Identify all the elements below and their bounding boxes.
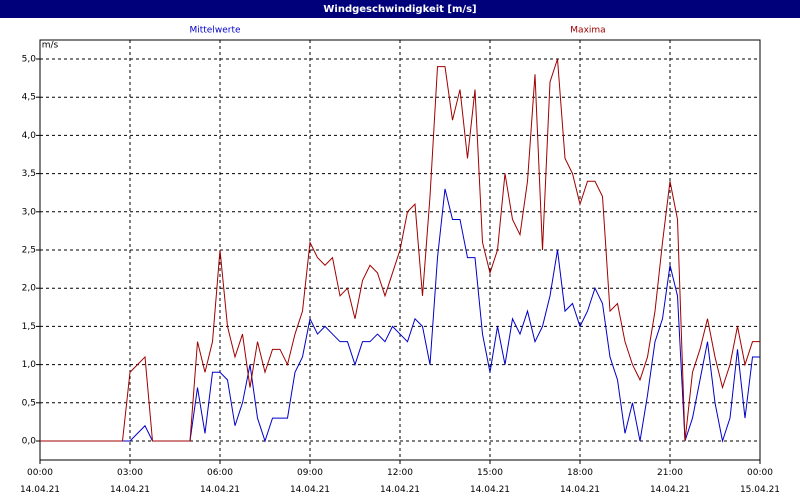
x-tick-label: 15:00 14.04.21	[469, 468, 511, 495]
title-bar	[0, 0, 800, 18]
x-tick-label: 21:00 14.04.21	[649, 468, 691, 495]
y-tick-label: 2,5	[22, 246, 36, 256]
y-tick-label: 4,0	[22, 131, 37, 141]
y-axis-label: m/s	[42, 41, 59, 51]
x-tick-label: 00:00 14.04.21	[19, 468, 61, 495]
y-tick-label: 1,0	[22, 360, 37, 370]
x-tick-label: 00:00 15.04.21	[739, 468, 781, 495]
y-tick-label: 5,0	[22, 55, 37, 65]
x-tick-label: 18:00 14.04.21	[559, 468, 601, 495]
chart-title: Windgeschwindigkeit [m/s]	[323, 4, 476, 15]
y-tick-label: 1,5	[22, 322, 36, 332]
x-tick-label: 06:00 14.04.21	[199, 468, 241, 495]
y-tick-label: 4,5	[22, 93, 36, 103]
y-tick-label: 2,0	[22, 284, 37, 294]
series-line	[40, 58, 760, 442]
y-tick-label: 3,5	[22, 169, 36, 179]
legend-entry: Mittelwerte	[189, 26, 240, 36]
y-tick-label: 0,0	[22, 437, 37, 447]
x-tick-label: 09:00 14.04.21	[289, 468, 331, 495]
y-tick-label: 3,0	[22, 207, 37, 217]
x-tick-label: 12:00 14.04.21	[379, 468, 421, 495]
x-tick-label: 03:00 14.04.21	[109, 468, 151, 495]
y-tick-label: 0,5	[22, 398, 36, 408]
legend-entry: Maxima	[570, 26, 605, 36]
